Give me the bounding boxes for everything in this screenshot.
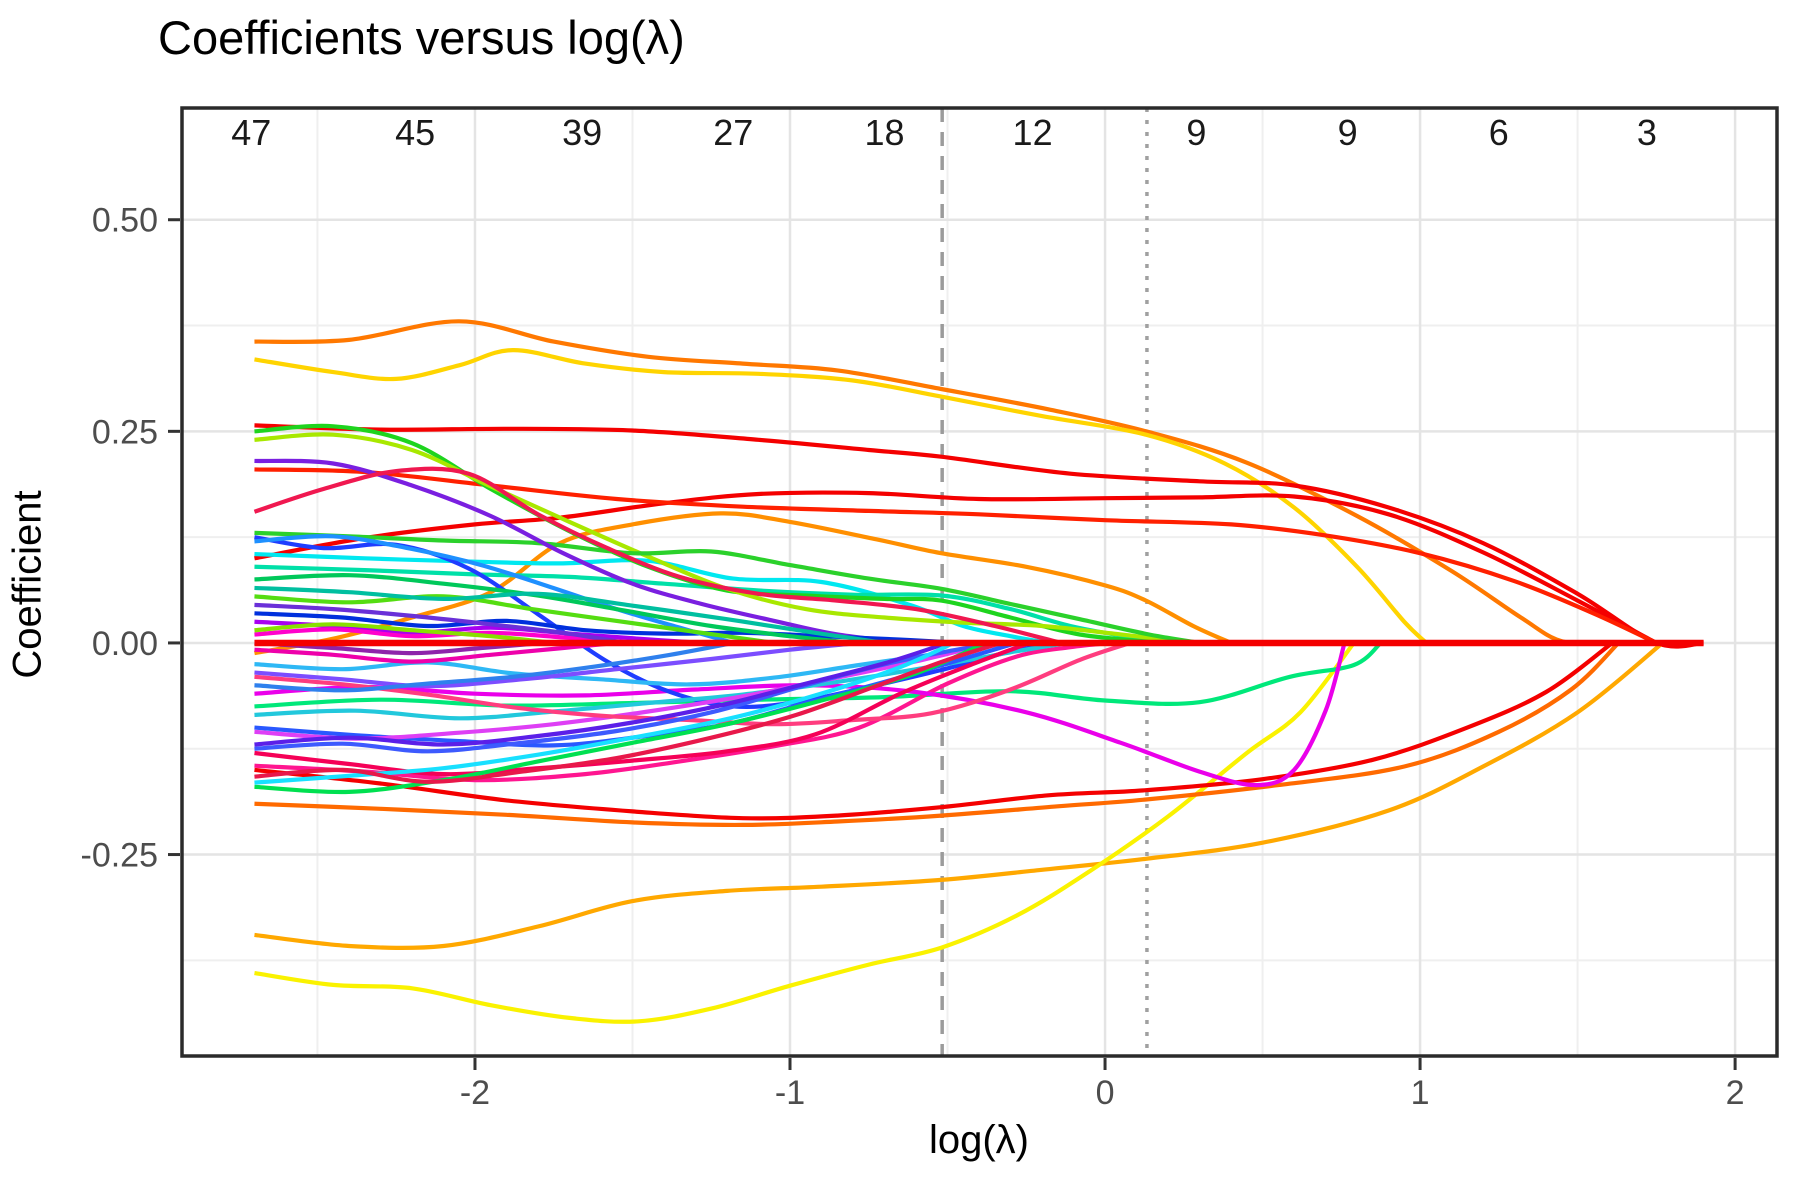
panel-border bbox=[180, 106, 1779, 1058]
coefficient-path-red-flat bbox=[254, 423, 1704, 649]
x-tick-label: 0 bbox=[1096, 1074, 1115, 1112]
coefficient-path-violet-b bbox=[254, 640, 860, 689]
coefficient-path-pink-c bbox=[254, 640, 1031, 777]
coefficient-path-purple-b bbox=[254, 640, 545, 656]
coefficient-path-orange-low bbox=[254, 641, 1620, 828]
coefficient-path-turquoise-a bbox=[254, 564, 1188, 645]
coefficient-path-red-low bbox=[254, 641, 1614, 821]
coefficient-path-green-d bbox=[254, 594, 775, 645]
coefficient-path-indigo-a bbox=[254, 640, 949, 747]
coefficient-path-deeppink-b bbox=[254, 640, 1112, 783]
coefficient-path-crimson-a bbox=[253, 466, 1062, 645]
coefficient-path-orange-top bbox=[254, 319, 1610, 646]
y-axis-title: Coefficient bbox=[5, 490, 50, 679]
df-count-label: 27 bbox=[713, 112, 753, 153]
coefficient-path-violet-c bbox=[254, 602, 627, 645]
y-tick-label: -0.25 bbox=[81, 837, 159, 875]
coefficient-path-dodger-a bbox=[254, 534, 734, 645]
df-count-label: 47 bbox=[231, 112, 271, 153]
df-count-label: 3 bbox=[1637, 112, 1657, 153]
coefficient-path-lime-a bbox=[254, 622, 554, 645]
y-tick-label: 0.00 bbox=[92, 625, 158, 663]
df-count-label: 18 bbox=[864, 112, 904, 153]
plot-title: Coefficients versus log(λ) bbox=[158, 11, 685, 64]
coefficient-path-yellow-low bbox=[254, 641, 1356, 1024]
df-count-label: 39 bbox=[562, 112, 602, 153]
coefficient-path-red-rise bbox=[254, 490, 1658, 645]
coefficient-path-magenta-d bbox=[254, 640, 617, 664]
df-count-label: 9 bbox=[1338, 112, 1358, 153]
coefficient-path-green-c bbox=[254, 573, 854, 645]
y-tick-label: 0.50 bbox=[92, 202, 158, 240]
coefficient-path-blue-d bbox=[254, 640, 734, 693]
coefficient-path-amber-low bbox=[254, 641, 1664, 951]
coefficient-path-cyan-a bbox=[254, 551, 1049, 645]
df-count-label: 6 bbox=[1489, 112, 1509, 153]
coefficient-path-teal-b bbox=[254, 585, 885, 645]
coefficient-path-green-b bbox=[254, 530, 1200, 645]
x-axis-title: log(λ) bbox=[928, 1118, 1030, 1162]
coefficient-path-crimson-c bbox=[254, 640, 1002, 784]
coefficient-path-orange-hump bbox=[254, 511, 1232, 656]
df-count-label: 45 bbox=[395, 112, 435, 153]
x-tick-label: 2 bbox=[1726, 1074, 1745, 1112]
df-count-label: 9 bbox=[1186, 112, 1206, 153]
coefficient-path-magenta-a bbox=[254, 642, 1347, 788]
coefficient-path-violet-a bbox=[254, 458, 910, 645]
x-tick-label: -1 bbox=[775, 1074, 805, 1112]
coefficient-path-gold bbox=[254, 347, 1428, 645]
x-tick-label: -2 bbox=[460, 1074, 490, 1112]
df-count-label: 12 bbox=[1013, 112, 1053, 153]
y-tick-label: 0.25 bbox=[92, 413, 158, 451]
coefficient-path-spring-low bbox=[254, 641, 1383, 709]
x-tick-label: 1 bbox=[1411, 1074, 1430, 1112]
